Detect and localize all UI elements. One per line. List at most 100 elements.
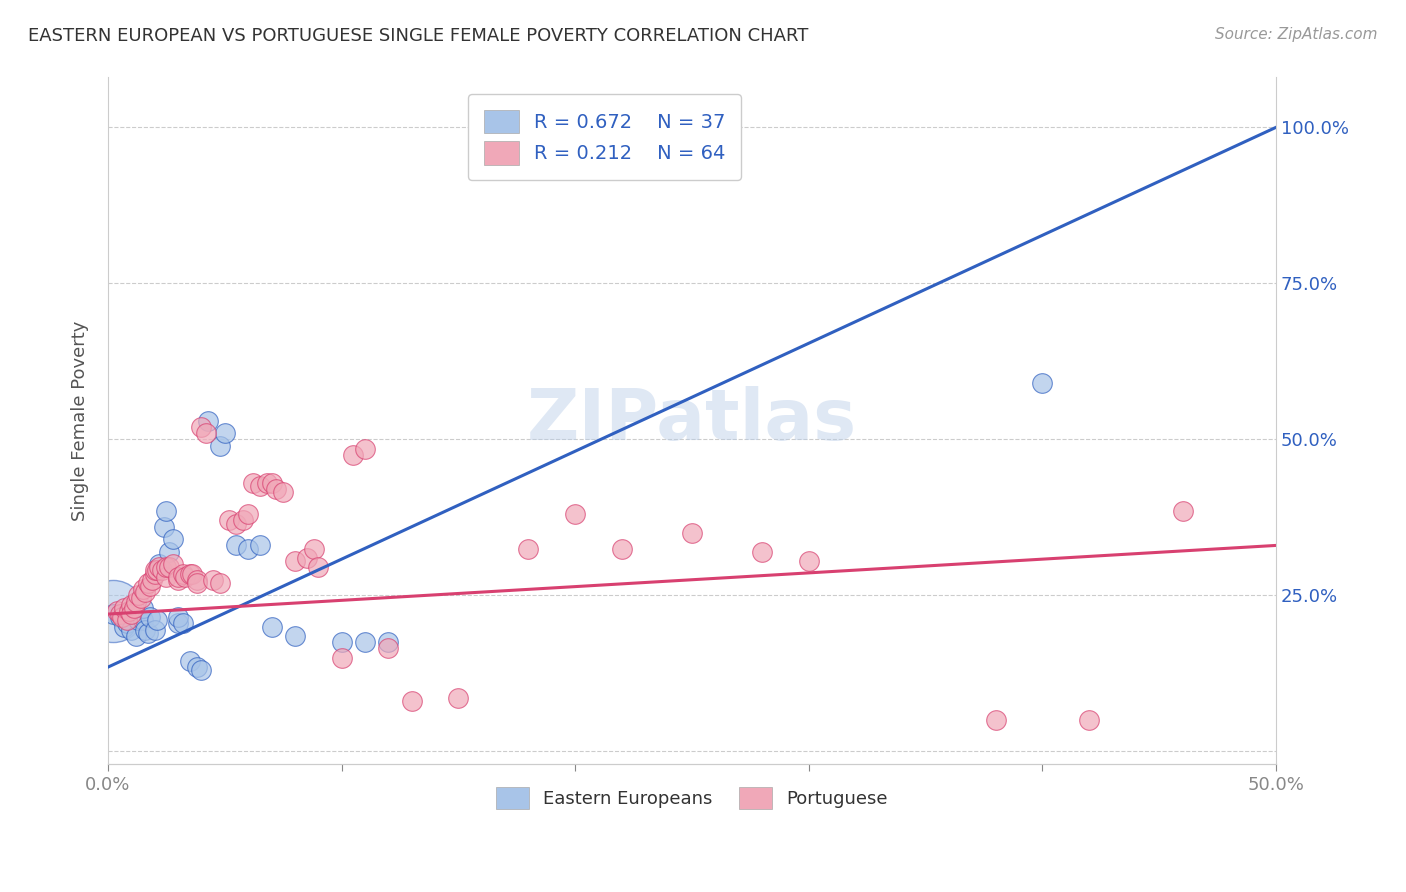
Point bbox=[218, 513, 240, 527]
Point bbox=[153, 519, 176, 533]
Point bbox=[120, 607, 142, 621]
Point bbox=[167, 573, 190, 587]
Point bbox=[115, 616, 138, 631]
Text: Source: ZipAtlas.com: Source: ZipAtlas.com bbox=[1215, 27, 1378, 42]
Point bbox=[236, 541, 259, 556]
Point bbox=[148, 560, 170, 574]
Point bbox=[143, 563, 166, 577]
Point bbox=[157, 560, 180, 574]
Text: EASTERN EUROPEAN VS PORTUGUESE SINGLE FEMALE POVERTY CORRELATION CHART: EASTERN EUROPEAN VS PORTUGUESE SINGLE FE… bbox=[28, 27, 808, 45]
Point bbox=[157, 544, 180, 558]
Point bbox=[797, 554, 820, 568]
Point bbox=[681, 525, 703, 540]
Point bbox=[125, 629, 148, 643]
Point bbox=[195, 426, 218, 441]
Point bbox=[162, 557, 184, 571]
Point bbox=[150, 563, 173, 577]
Point bbox=[127, 613, 149, 627]
Point bbox=[172, 566, 194, 581]
Point bbox=[101, 607, 124, 621]
Point bbox=[249, 538, 271, 552]
Point bbox=[115, 613, 138, 627]
Point bbox=[271, 485, 294, 500]
Point bbox=[108, 607, 131, 621]
Point bbox=[108, 610, 131, 624]
Point bbox=[112, 619, 135, 633]
Point bbox=[162, 532, 184, 546]
Point bbox=[330, 635, 353, 649]
Point bbox=[143, 623, 166, 637]
Point bbox=[354, 442, 377, 456]
Point bbox=[132, 600, 155, 615]
Point bbox=[197, 414, 219, 428]
Point bbox=[186, 573, 208, 587]
Point bbox=[330, 650, 353, 665]
Point bbox=[242, 476, 264, 491]
Point bbox=[112, 600, 135, 615]
Point bbox=[214, 426, 236, 441]
Point bbox=[447, 691, 470, 706]
Point bbox=[174, 569, 197, 583]
Point bbox=[517, 541, 540, 556]
Point bbox=[354, 635, 377, 649]
Point bbox=[136, 625, 159, 640]
Point bbox=[132, 582, 155, 596]
Point bbox=[111, 610, 134, 624]
Point bbox=[751, 544, 773, 558]
Point bbox=[236, 507, 259, 521]
Point bbox=[139, 579, 162, 593]
Point bbox=[264, 483, 287, 497]
Point bbox=[134, 623, 156, 637]
Y-axis label: Single Female Poverty: Single Female Poverty bbox=[72, 320, 89, 521]
Point bbox=[105, 604, 128, 618]
Point bbox=[249, 479, 271, 493]
Point bbox=[1031, 376, 1053, 391]
Point bbox=[256, 476, 278, 491]
Point bbox=[122, 600, 145, 615]
Point bbox=[564, 507, 586, 521]
Point bbox=[225, 538, 247, 552]
Point bbox=[146, 563, 169, 577]
Point bbox=[209, 575, 232, 590]
Point bbox=[141, 573, 163, 587]
Point bbox=[401, 694, 423, 708]
Point bbox=[190, 663, 212, 677]
Point bbox=[181, 566, 204, 581]
Point bbox=[284, 554, 307, 568]
Point bbox=[136, 575, 159, 590]
Point bbox=[134, 585, 156, 599]
Point bbox=[139, 610, 162, 624]
Point bbox=[129, 591, 152, 606]
Point bbox=[190, 420, 212, 434]
Point bbox=[167, 569, 190, 583]
Point bbox=[260, 476, 283, 491]
Point bbox=[143, 566, 166, 581]
Text: ZIPatlas: ZIPatlas bbox=[527, 386, 858, 455]
Point bbox=[146, 613, 169, 627]
Point bbox=[284, 629, 307, 643]
Point bbox=[179, 654, 201, 668]
Point bbox=[132, 613, 155, 627]
Point bbox=[127, 588, 149, 602]
Point bbox=[120, 623, 142, 637]
Point bbox=[120, 598, 142, 612]
Point bbox=[260, 619, 283, 633]
Point bbox=[610, 541, 633, 556]
Point bbox=[148, 557, 170, 571]
Point bbox=[179, 566, 201, 581]
Point bbox=[225, 516, 247, 531]
Point bbox=[232, 513, 254, 527]
Point bbox=[1171, 504, 1194, 518]
Point bbox=[202, 573, 225, 587]
Point bbox=[167, 616, 190, 631]
Point bbox=[342, 448, 364, 462]
Point bbox=[984, 713, 1007, 727]
Point bbox=[302, 541, 325, 556]
Point bbox=[172, 616, 194, 631]
Point bbox=[125, 594, 148, 608]
Point bbox=[155, 560, 177, 574]
Point bbox=[377, 635, 399, 649]
Point bbox=[186, 575, 208, 590]
Point bbox=[101, 604, 124, 618]
Point bbox=[118, 604, 141, 618]
